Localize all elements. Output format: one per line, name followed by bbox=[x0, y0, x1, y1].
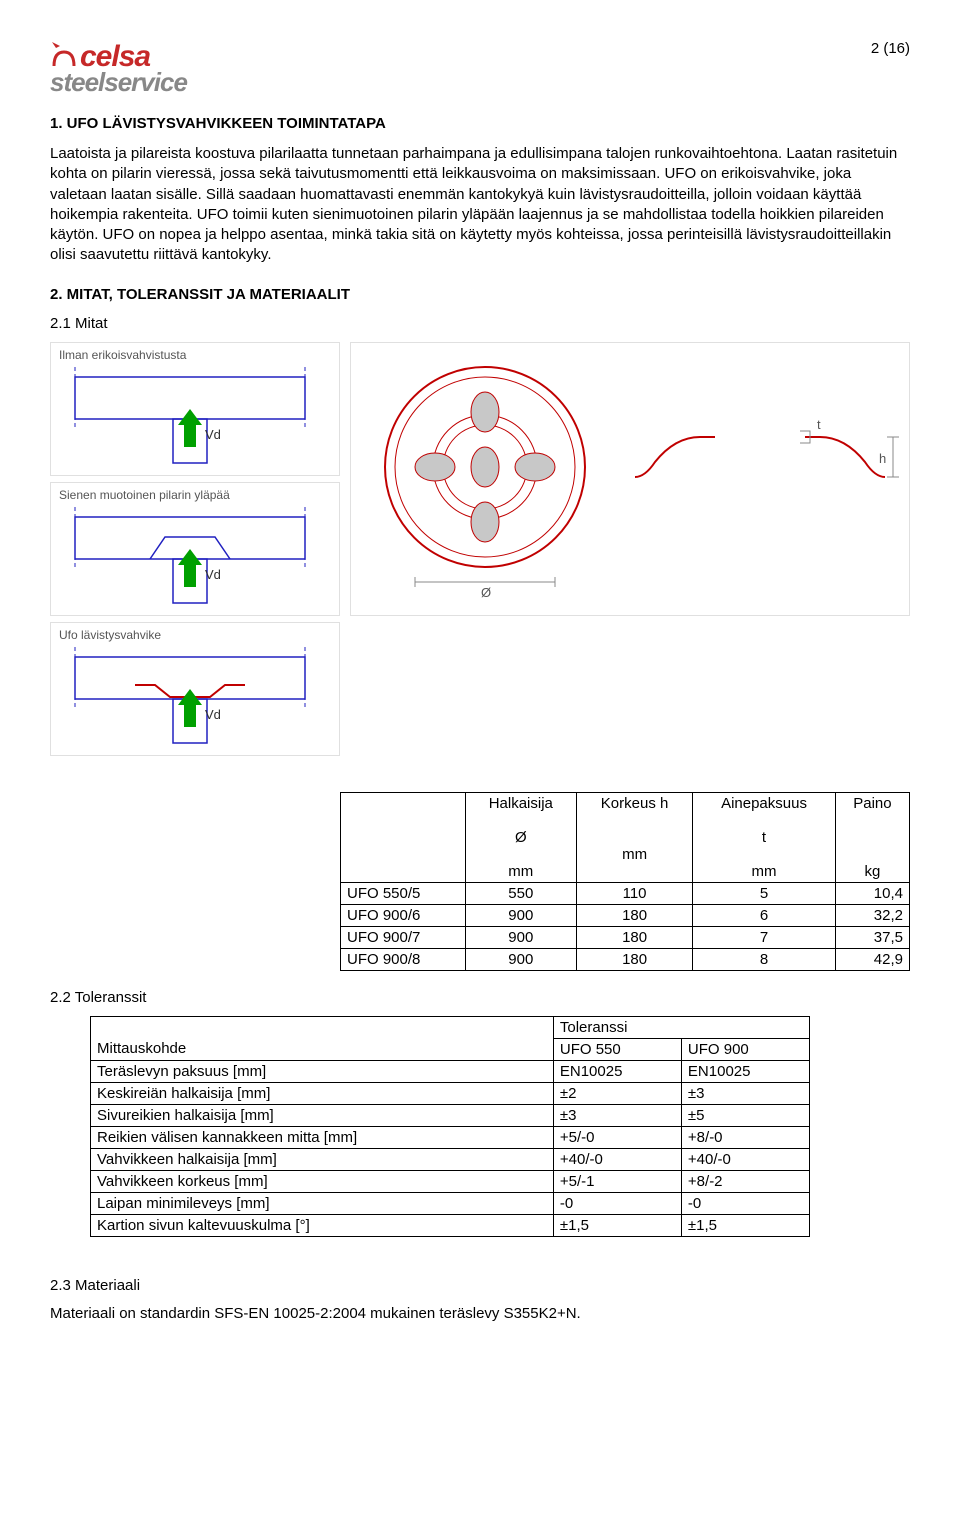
section-2-2-title: 2.2 Toleranssit bbox=[50, 989, 910, 1006]
section-diagram-2: Ufo lävistysvahvike Vd bbox=[50, 622, 340, 756]
section-diagram-1: Sienen muotoinen pilarin yläpää Vd bbox=[50, 482, 340, 616]
table-row: Teräslevyn paksuus [mm]EN10025EN10025 bbox=[91, 1060, 810, 1082]
table-row: Vahvikkeen korkeus [mm]+5/-1+8/-2 bbox=[91, 1170, 810, 1192]
section-diagram: Sienen muotoinen pilarin yläpää Vd bbox=[55, 487, 325, 607]
svg-text:Ilman erikoisvahvistusta: Ilman erikoisvahvistusta bbox=[59, 348, 187, 362]
svg-text:h: h bbox=[879, 451, 886, 466]
tolerance-table: Toleranssi Mittauskohde UFO 550 UFO 900 … bbox=[90, 1016, 810, 1237]
table-row: UFO 900/7 900 180 7 37,5 bbox=[341, 926, 910, 948]
page-header: celsa steelservice 2 (16) bbox=[50, 40, 910, 95]
table-row: Vahvikkeen halkaisija [mm]+40/-0+40/-0 bbox=[91, 1148, 810, 1170]
svg-text:Sienen muotoinen pilarin yläpä: Sienen muotoinen pilarin yläpää bbox=[59, 488, 230, 502]
table-row: Keskireiän halkaisija [mm]±2±3 bbox=[91, 1082, 810, 1104]
section-1-body: Laatoista ja pilareista koostuva pilaril… bbox=[50, 144, 910, 266]
table-row: Sivureikien halkaisija [mm]±3±5 bbox=[91, 1104, 810, 1126]
table-row: UFO 900/8 900 180 8 42,9 bbox=[341, 948, 910, 970]
section-2-1-title: 2.1 Mitat bbox=[50, 315, 910, 332]
table-row: UFO 900/6 900 180 6 32,2 bbox=[341, 904, 910, 926]
diagram-ufo-plan: Ø t h bbox=[350, 342, 910, 616]
page-number: 2 (16) bbox=[871, 40, 910, 57]
section-2-3-title: 2.3 Materiaali bbox=[50, 1277, 910, 1294]
section-diagram-0: Ilman erikoisvahvistusta Vd bbox=[50, 342, 340, 476]
svg-text:Vd: Vd bbox=[205, 567, 221, 582]
logo-text-bottom: steelservice bbox=[50, 69, 187, 95]
table-row: UFO 550/5 550 110 5 10,4 bbox=[341, 882, 910, 904]
svg-text:Vd: Vd bbox=[205, 707, 221, 722]
diagrams-container: Ilman erikoisvahvistusta Vd Sienen muoto… bbox=[50, 342, 910, 762]
material-text: Materiaali on standardin SFS-EN 10025-2:… bbox=[50, 1304, 910, 1324]
svg-text:t: t bbox=[817, 417, 821, 432]
section-diagram: Ilman erikoisvahvistusta Vd bbox=[55, 347, 325, 467]
table-row: Kartion sivun kaltevuuskulma [°]±1,5±1,5 bbox=[91, 1214, 810, 1236]
section-1-title: 1. UFO LÄVISTYSVAHVIKKEEN TOIMINTATAPA bbox=[50, 115, 910, 132]
table-row: Reikien välisen kannakkeen mitta [mm]+5/… bbox=[91, 1126, 810, 1148]
dimensions-table: HalkaisijaØmm Korkeus hmm Ainepaksuustmm… bbox=[340, 792, 910, 971]
dimensions-table-wrap: HalkaisijaØmm Korkeus hmm Ainepaksuustmm… bbox=[340, 792, 910, 971]
section-diagram: Ufo lävistysvahvike Vd bbox=[55, 627, 325, 747]
table-row: Laipan minimileveys [mm]-0-0 bbox=[91, 1192, 810, 1214]
svg-text:Ufo lävistysvahvike: Ufo lävistysvahvike bbox=[59, 628, 161, 642]
tolerance-table-wrap: Toleranssi Mittauskohde UFO 550 UFO 900 … bbox=[90, 1016, 810, 1237]
section-2-title: 2. MITAT, TOLERANSSIT JA MATERIAALIT bbox=[50, 286, 910, 303]
svg-text:Ø: Ø bbox=[481, 585, 491, 600]
logo: celsa steelservice bbox=[50, 40, 187, 95]
svg-text:Vd: Vd bbox=[205, 427, 221, 442]
